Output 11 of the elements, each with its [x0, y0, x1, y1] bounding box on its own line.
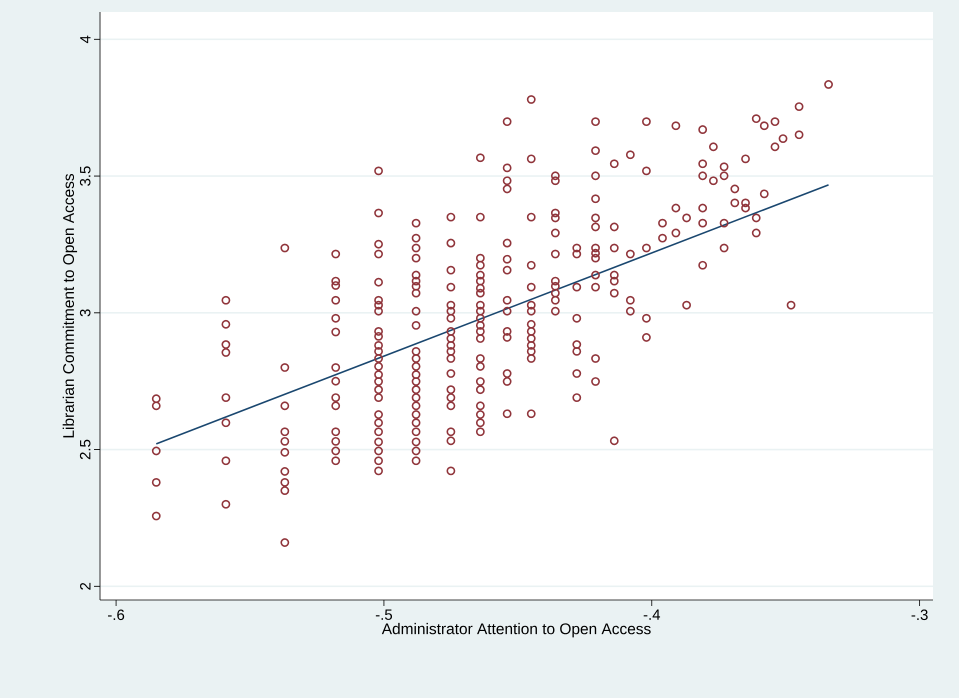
x-tick-label: -.3 — [912, 610, 928, 620]
y-tick-label: 2 — [80, 582, 90, 590]
y-tick-label: 2.5 — [80, 440, 90, 460]
y-axis-title: Librarian Commitment to Open Access — [62, 174, 78, 438]
y-tick-label: 3.5 — [80, 166, 90, 186]
x-tick-label: -.5 — [376, 610, 392, 620]
y-tick-label: 3 — [80, 309, 90, 316]
x-axis-title: Administrator Attention to Open Access — [382, 622, 651, 638]
x-tick-label: -.6 — [108, 610, 124, 620]
x-tick-label: -.4 — [644, 610, 660, 620]
y-tick-label: 4 — [80, 36, 90, 44]
